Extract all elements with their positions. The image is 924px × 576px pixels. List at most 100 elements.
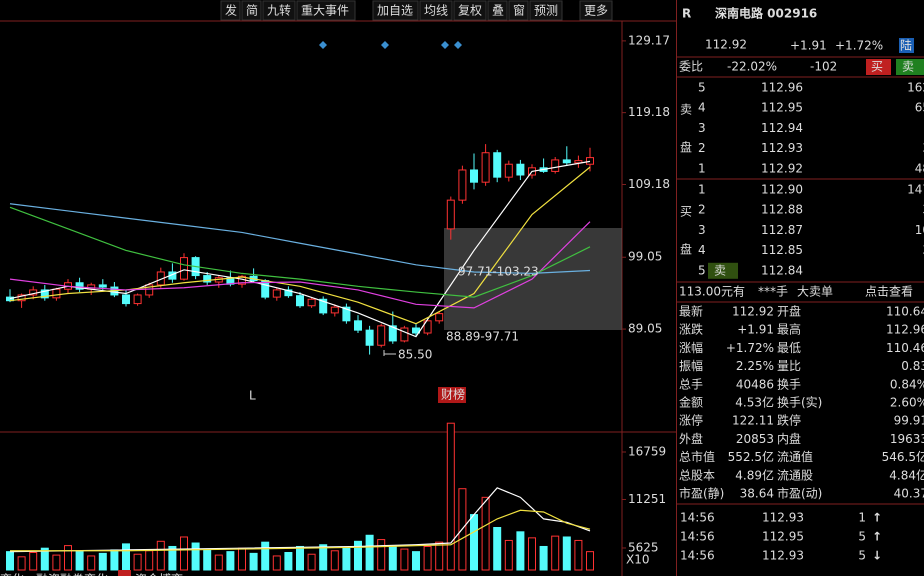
toolbar-label[interactable]: 更多 (584, 4, 608, 18)
stat-value: 20853 (736, 432, 774, 446)
stat-label: 跌停 (777, 413, 801, 428)
order-price: 112.96 (761, 81, 803, 95)
stat-label: 市盈(动) (777, 486, 822, 501)
order-volume: 3 (922, 203, 924, 217)
stat-value: 0.83 (901, 359, 924, 373)
stat-label: 总手 (679, 377, 703, 391)
toolbar-button[interactable] (579, 0, 613, 21)
stat-value: 546.5亿 (882, 449, 924, 464)
big-order: 大卖单 (797, 285, 833, 299)
y-tick-label: 5625 (628, 540, 659, 554)
candle-body (284, 289, 293, 297)
event-label: L (249, 389, 256, 403)
order-price: 112.93 (761, 141, 803, 155)
stat-label: 外盘 (679, 431, 703, 446)
candle-body (342, 306, 351, 322)
order-volume: 3 (922, 243, 924, 257)
stat-label: 量比 (777, 359, 801, 373)
toolbar-button[interactable] (453, 0, 487, 21)
candle-body (98, 284, 107, 288)
sell-button[interactable]: 卖 (902, 60, 914, 74)
stat-label: 总市值 (679, 449, 715, 464)
toolbar-button[interactable] (529, 0, 563, 21)
candle-body (330, 306, 339, 314)
toolbar-button[interactable] (419, 0, 453, 21)
candle-body (458, 169, 467, 201)
stat-label: 涨停 (679, 413, 703, 428)
volume-unit: X10 (626, 553, 650, 567)
side-label: 盘 (680, 242, 692, 257)
toolbar-button[interactable] (296, 0, 356, 21)
toolbar-label[interactable]: 窗 (513, 4, 525, 18)
tab[interactable]: 变化 (0, 572, 24, 576)
toolbar-label[interactable]: 复权 (458, 4, 482, 18)
volume-bar (354, 540, 362, 571)
volume-bar (203, 549, 212, 571)
zone-label: 97.71-103.23 (458, 265, 539, 279)
flag-bg (708, 262, 738, 279)
level: 1 (698, 161, 706, 175)
volume-bar (272, 555, 281, 571)
trade-price: 112.95 (762, 530, 804, 544)
moving-average (9, 203, 591, 275)
big-order[interactable]: 点击查看 (865, 285, 913, 299)
stat-value: 38.64 (740, 487, 774, 501)
toolbar-button[interactable] (262, 0, 296, 21)
toolbar-label[interactable]: 重大事件 (301, 4, 349, 18)
candle-body (354, 320, 362, 331)
toolbar-label[interactable]: 发 (225, 3, 237, 18)
toolbar-button[interactable] (372, 0, 419, 21)
order-price: 112.88 (761, 203, 803, 217)
toolbar-label[interactable]: 预测 (534, 4, 558, 18)
candle-body (40, 289, 49, 299)
level: 5 (698, 81, 706, 95)
candle-body (365, 329, 374, 346)
volume-bar (319, 544, 328, 571)
volume-bar (75, 550, 84, 571)
volume-bar (365, 534, 374, 571)
toolbar-label[interactable]: 叠 (492, 4, 504, 18)
toolbar-button[interactable] (241, 0, 262, 21)
volume-bar (180, 536, 188, 571)
volume-average (10, 509, 591, 552)
volume-bar (156, 540, 165, 571)
y-tick-label: 11251 (628, 492, 666, 506)
volume-bar (562, 536, 571, 571)
event-marker (454, 41, 462, 49)
stat-value: 99.91 (894, 414, 924, 428)
change: +1.91 (790, 39, 827, 53)
volume-bar (261, 541, 270, 571)
stat-label: 金额 (679, 395, 703, 410)
toolbar-label[interactable]: 九转 (267, 3, 291, 18)
volume-bar (122, 543, 130, 571)
order-price: 112.87 (761, 223, 803, 237)
toolbar-button[interactable] (508, 0, 529, 21)
volume-bar (40, 547, 49, 571)
buy-button[interactable]: 买 (871, 60, 883, 74)
volume-bar (249, 552, 258, 571)
stat-label: 换手 (777, 377, 801, 391)
toolbar-label[interactable]: 均线 (424, 4, 448, 18)
order-volume: 3 (922, 141, 924, 155)
moving-average (9, 166, 591, 325)
volume-bar (551, 535, 560, 571)
event-marker (319, 41, 327, 49)
tag-bg (899, 38, 914, 53)
toolbar-label[interactable]: 简 (246, 4, 258, 18)
toolbar-button[interactable] (220, 0, 241, 21)
toolbar-button[interactable] (487, 0, 508, 21)
sell-button-bg[interactable] (866, 59, 891, 75)
tab[interactable]: 融资融券变化 (36, 572, 108, 576)
volume-bar (330, 550, 339, 571)
tab[interactable]: 资金博弈 (135, 572, 183, 576)
trade-price: 112.93 (762, 511, 804, 525)
volume-bar (284, 552, 293, 571)
buy-button-bg[interactable] (896, 59, 924, 75)
candle-body (481, 152, 490, 183)
candle-body (470, 169, 478, 183)
big-order: 113.00元有 (679, 285, 745, 299)
quote-panel: R 深南电路 002916 112.92 +1.91 +1.72% 陆委比 -22.02% -… (677, 6, 924, 563)
toolbar-label[interactable]: 加自选 (377, 4, 413, 18)
zone-label: 88.89-97.71 (446, 330, 519, 344)
price: 112.92 (705, 38, 747, 52)
